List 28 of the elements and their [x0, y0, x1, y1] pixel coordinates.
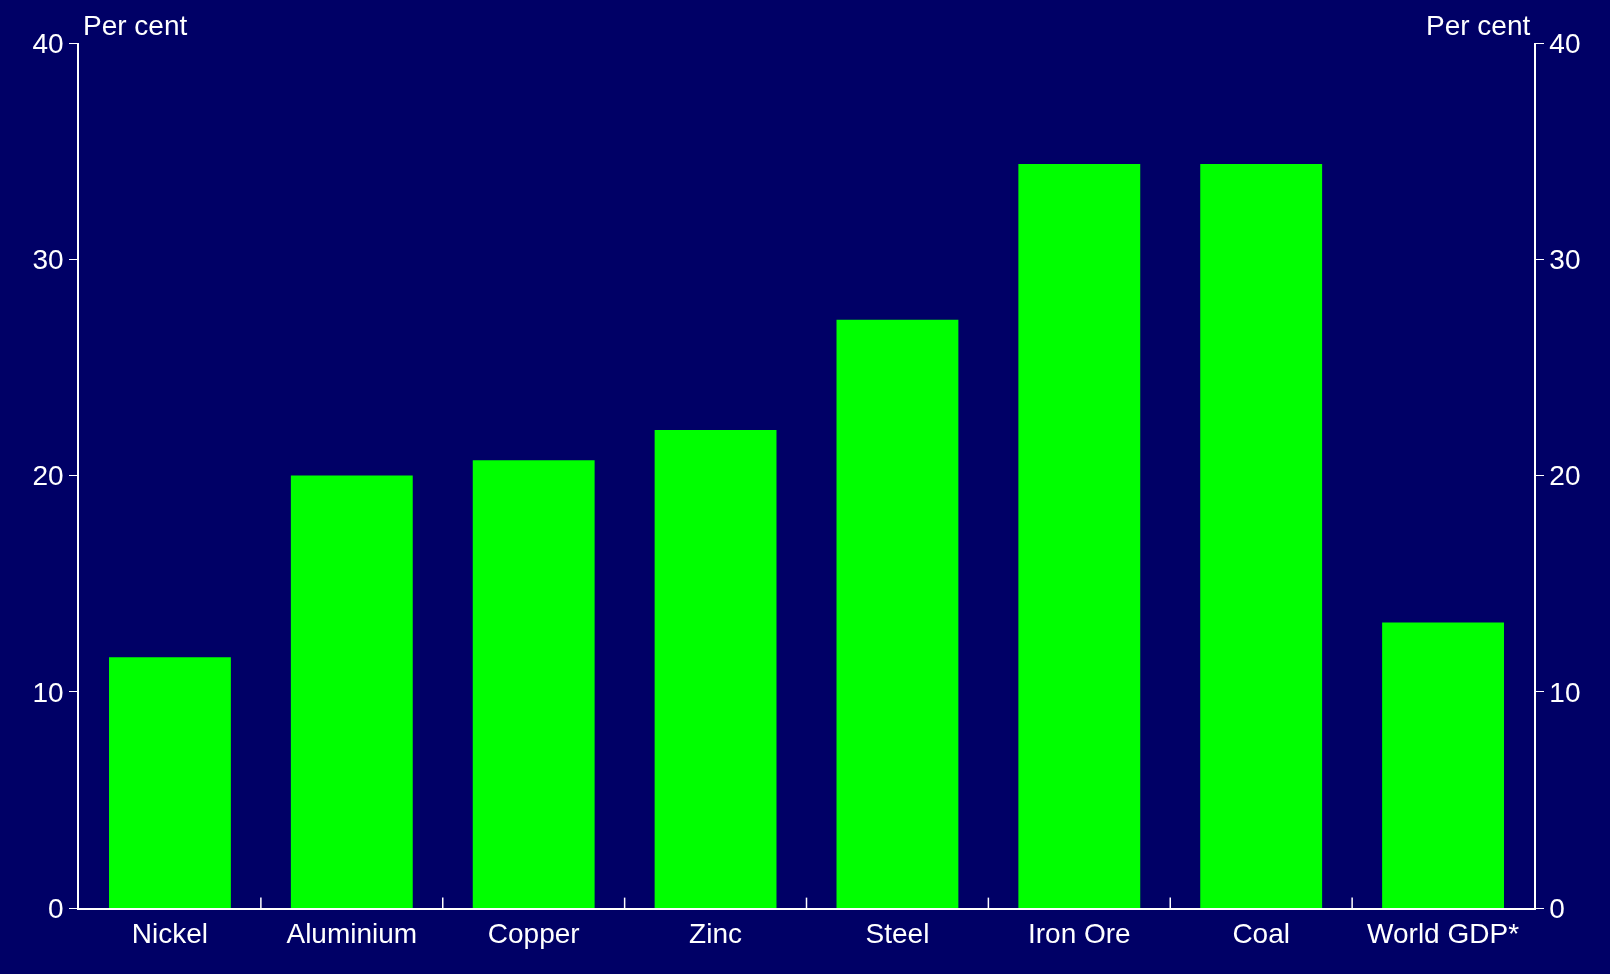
y-tick-label: 30: [32, 244, 64, 276]
y2-axis-title: Per cent: [1426, 10, 1531, 41]
y-axis-title: Per cent: [83, 10, 188, 41]
y-tick-label: 10: [32, 676, 64, 708]
y2-tick-label: 10: [1549, 676, 1581, 708]
y-tick-label: 0: [48, 892, 64, 924]
bar: [654, 430, 777, 908]
y2-tick-label: 20: [1549, 460, 1581, 492]
bar: [472, 460, 595, 908]
bar: [1200, 164, 1323, 908]
bar: [1382, 622, 1504, 908]
bar: [836, 319, 959, 908]
x-tick-label: Aluminium: [286, 918, 418, 950]
x-tick-label: Coal: [1232, 918, 1290, 950]
x-tick-label: World GDP*: [1367, 918, 1520, 950]
x-tick-label: Iron Ore: [1027, 918, 1131, 950]
y2-tick-label: 0: [1549, 892, 1565, 924]
x-tick-label: Zinc: [689, 918, 743, 950]
bar: [109, 657, 231, 908]
x-tick-label: Steel: [865, 918, 930, 950]
y2-tick-label: 40: [1549, 27, 1581, 59]
x-tick-label: Nickel: [131, 918, 209, 950]
bar: [290, 475, 413, 908]
y-tick-label: 40: [32, 27, 64, 59]
bar: [1018, 164, 1141, 908]
x-tick-label: Copper: [487, 918, 580, 950]
y-tick-label: 20: [32, 460, 64, 492]
y2-tick-label: 30: [1549, 244, 1581, 276]
